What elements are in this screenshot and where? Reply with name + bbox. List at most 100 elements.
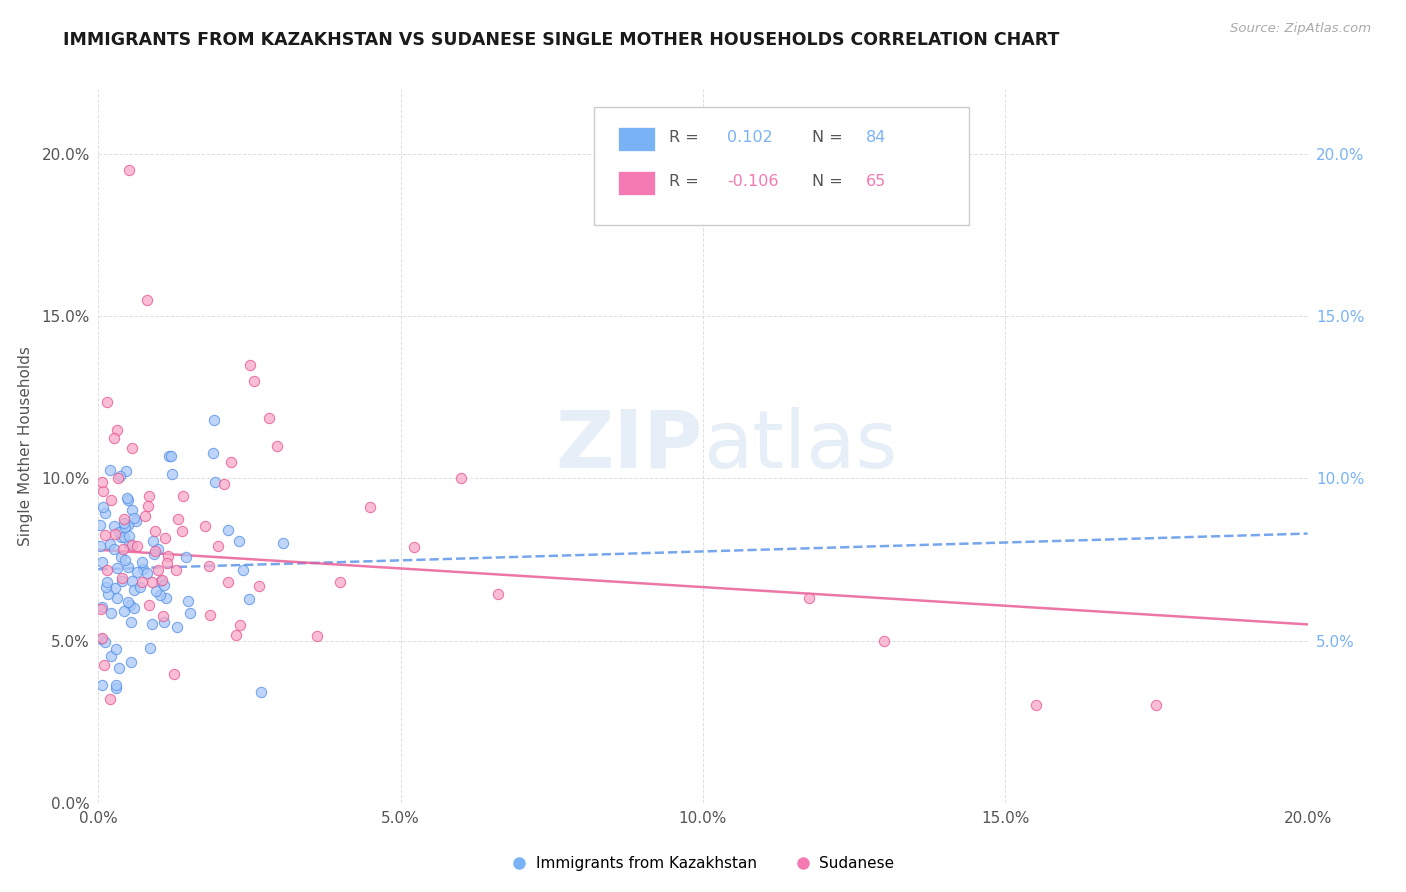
Point [159,449,181,463]
Point [155,531,177,545]
Point [118,163,141,178]
Point [217,575,239,590]
Point [96,394,118,409]
Point [122,583,145,598]
Point [91,555,114,569]
Point [120,615,142,629]
Point [118,537,141,551]
Point [232,563,254,577]
Point [163,667,186,681]
Point [125,565,148,579]
Point [450,471,472,485]
Point [105,561,128,575]
Point [121,574,143,588]
Point [112,516,135,531]
Point [305,629,328,643]
Point [486,587,509,601]
Point [117,493,139,508]
Point [141,616,163,631]
Point [97,587,120,601]
Point [91,677,114,691]
Point [111,541,134,556]
Point [100,493,122,508]
Point [115,491,138,505]
FancyBboxPatch shape [619,171,655,194]
Point [104,526,127,541]
Point [117,518,139,533]
Point [94,580,117,594]
Point [138,598,160,612]
Point [105,423,128,437]
Point [112,604,135,618]
Point [115,464,138,478]
Point [873,633,896,648]
Point [157,449,180,463]
Point [131,555,153,569]
Point [212,477,235,491]
Point [104,678,127,692]
Point [157,549,180,564]
Point [112,512,135,526]
Point [138,489,160,503]
Point [176,594,198,608]
Point [110,574,132,589]
Point [107,471,129,485]
Point [110,549,132,564]
Point [139,640,162,655]
Point [121,503,143,517]
Point [179,606,201,620]
Point [194,519,217,533]
Legend: Immigrants from Kazakhstan, Sudanese: Immigrants from Kazakhstan, Sudanese [505,850,901,877]
Point [155,591,177,605]
Point [94,527,117,541]
Point [98,536,121,550]
Point [114,553,136,567]
Point [98,463,121,477]
Point [149,574,172,589]
Point [150,574,173,588]
Point [155,556,177,570]
Point [200,608,222,623]
Point [136,499,159,513]
Point [117,560,139,574]
Point [204,412,226,426]
Point [118,529,141,543]
Point [128,580,150,594]
Point [143,547,166,561]
Point [143,544,166,558]
Point [93,658,115,673]
Point [96,574,118,589]
Point [266,439,288,453]
Point [125,514,148,528]
Point [107,661,129,675]
Point [103,432,125,446]
Point [404,540,426,554]
Text: R =: R = [669,175,699,189]
Point [114,520,136,534]
Point [103,519,125,533]
Point [136,566,159,580]
Point [105,642,128,657]
Point [110,469,132,483]
Point [359,500,381,514]
Text: 0.102: 0.102 [727,130,773,145]
Point [148,542,170,557]
Point [110,530,132,544]
Point [131,574,153,589]
Point [100,648,122,663]
Text: Source: ZipAtlas.com: Source: ZipAtlas.com [1230,22,1371,36]
Point [225,628,247,642]
Point [1024,698,1046,713]
Point [134,508,156,523]
Text: 65: 65 [866,175,887,189]
Point [120,655,142,669]
Point [166,620,188,634]
Point [94,506,117,520]
Point [96,563,118,577]
Point [90,600,112,615]
Point [90,601,112,615]
Point [91,483,114,498]
Point [207,539,229,553]
Point [108,524,131,539]
Point [118,599,141,613]
